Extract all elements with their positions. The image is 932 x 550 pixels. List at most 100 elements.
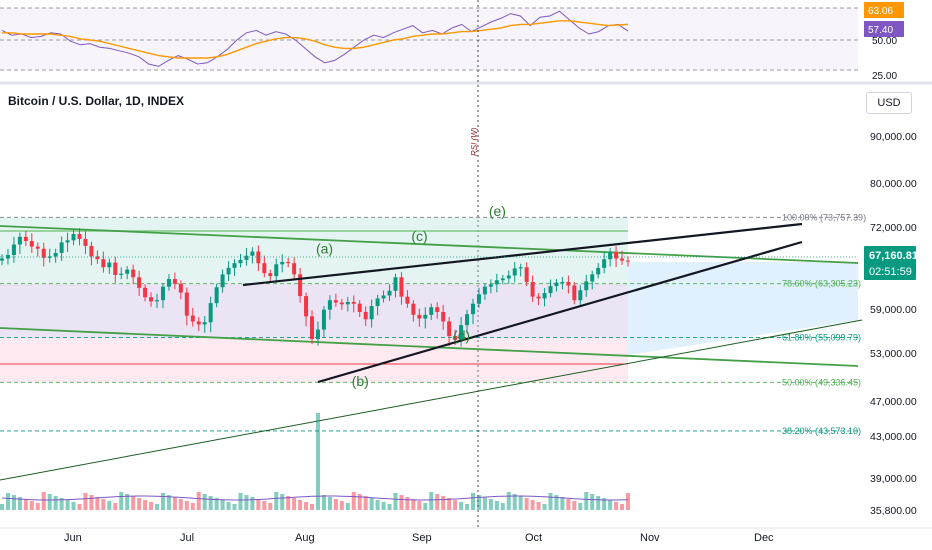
volume-bar — [530, 500, 535, 510]
candle-body — [500, 278, 505, 281]
rsi-series-line — [1, 10, 629, 67]
candle-body — [494, 280, 499, 285]
volume-bar — [202, 494, 207, 510]
candle-body — [626, 260, 630, 262]
volume-bar — [95, 497, 100, 510]
candle-body — [548, 286, 553, 294]
candle-body — [172, 279, 177, 284]
candle-body — [482, 286, 487, 295]
candle-body — [280, 262, 285, 265]
volume-bar — [435, 494, 440, 510]
candle-body — [131, 269, 136, 278]
rsi-badge-label: 57.40 — [868, 25, 893, 36]
price-tick-label: 90,000.00 — [870, 131, 917, 143]
candle-body — [11, 244, 16, 255]
candle-body — [47, 256, 52, 258]
candle-body — [393, 277, 398, 291]
candle-body — [423, 314, 428, 319]
volume-bar — [351, 492, 356, 510]
volume-bar — [393, 493, 398, 510]
rsi-tick-label: 25.00 — [872, 71, 897, 82]
candle-body — [125, 269, 130, 274]
volume-bar — [232, 504, 237, 510]
wave-label: (b) — [352, 373, 369, 389]
candle-body — [542, 293, 547, 299]
candle-body — [459, 325, 464, 340]
candle-body — [596, 267, 601, 275]
volume-bar — [500, 503, 505, 510]
volume-bar — [137, 498, 142, 510]
candle-body — [65, 240, 70, 243]
rsi-tick-label: 50.00 — [872, 36, 897, 47]
candle-body — [268, 273, 273, 277]
candle-body — [554, 282, 559, 287]
volume-bar — [208, 496, 213, 510]
volume-bar — [41, 492, 46, 510]
candle-body — [0, 258, 4, 261]
candle-body — [166, 279, 171, 287]
rsi-pane-bg — [0, 0, 858, 82]
price-tick-label: 43,000.00 — [870, 431, 917, 443]
fib-zone-upper — [0, 217, 628, 284]
volume-bar — [0, 504, 4, 510]
candle-body — [160, 286, 165, 301]
volume-bar — [411, 499, 416, 510]
volume-bar — [554, 495, 559, 510]
volume-bar — [488, 499, 493, 510]
candle-body — [232, 263, 237, 268]
candle-body — [262, 263, 267, 274]
candle-body — [476, 294, 481, 304]
volume-bar — [315, 413, 320, 510]
candle-body — [155, 300, 160, 302]
volume-bar — [476, 495, 481, 510]
candle-body — [417, 314, 422, 319]
volume-bar — [196, 492, 201, 510]
price-badge — [864, 246, 916, 280]
rsi-badge — [864, 2, 904, 18]
volume-bar — [274, 492, 279, 510]
volume-bar — [280, 494, 285, 510]
candle-body — [298, 274, 303, 297]
candle-body — [453, 336, 458, 340]
time-tick-label: Jun — [64, 532, 82, 544]
volume-bar — [542, 504, 547, 510]
candle-body — [351, 301, 356, 304]
candle-body — [107, 262, 112, 268]
volume-bar — [286, 496, 291, 510]
volume-bar — [524, 498, 529, 510]
volume-bar — [470, 493, 475, 510]
fib-786-label: 78.60% (63,305.23) — [782, 279, 861, 289]
candle-body — [95, 256, 100, 260]
candle-body — [584, 281, 589, 291]
currency-button[interactable]: USD — [866, 92, 912, 114]
candle-body — [77, 234, 82, 239]
candle-body — [35, 246, 40, 249]
candle-body — [250, 251, 255, 256]
volume-bar — [363, 496, 368, 510]
candle-body — [518, 267, 523, 269]
price-tick-label: 59,000.00 — [870, 304, 917, 316]
volume-bar — [149, 502, 154, 510]
candle-body — [405, 296, 410, 304]
volume-bar — [494, 501, 499, 510]
volume-bar — [59, 498, 64, 510]
volume-bar — [590, 494, 595, 510]
volume-bar — [172, 497, 177, 510]
candle-body — [566, 281, 571, 286]
candle-body — [530, 281, 535, 297]
candle-body — [202, 322, 207, 325]
volume-bar — [620, 504, 625, 510]
candle-body — [59, 242, 64, 253]
candle-body — [29, 241, 34, 247]
candle-body — [620, 258, 625, 261]
volume-bar — [107, 501, 112, 510]
volume-bar — [298, 500, 303, 510]
volume-bar — [310, 504, 315, 510]
candle-body — [441, 311, 446, 322]
volume-bar — [238, 493, 243, 510]
volume-bar — [220, 500, 225, 510]
price-tick-label: 53,000.00 — [870, 348, 917, 360]
volume-bar — [155, 504, 160, 510]
volume-bar — [5, 493, 10, 510]
